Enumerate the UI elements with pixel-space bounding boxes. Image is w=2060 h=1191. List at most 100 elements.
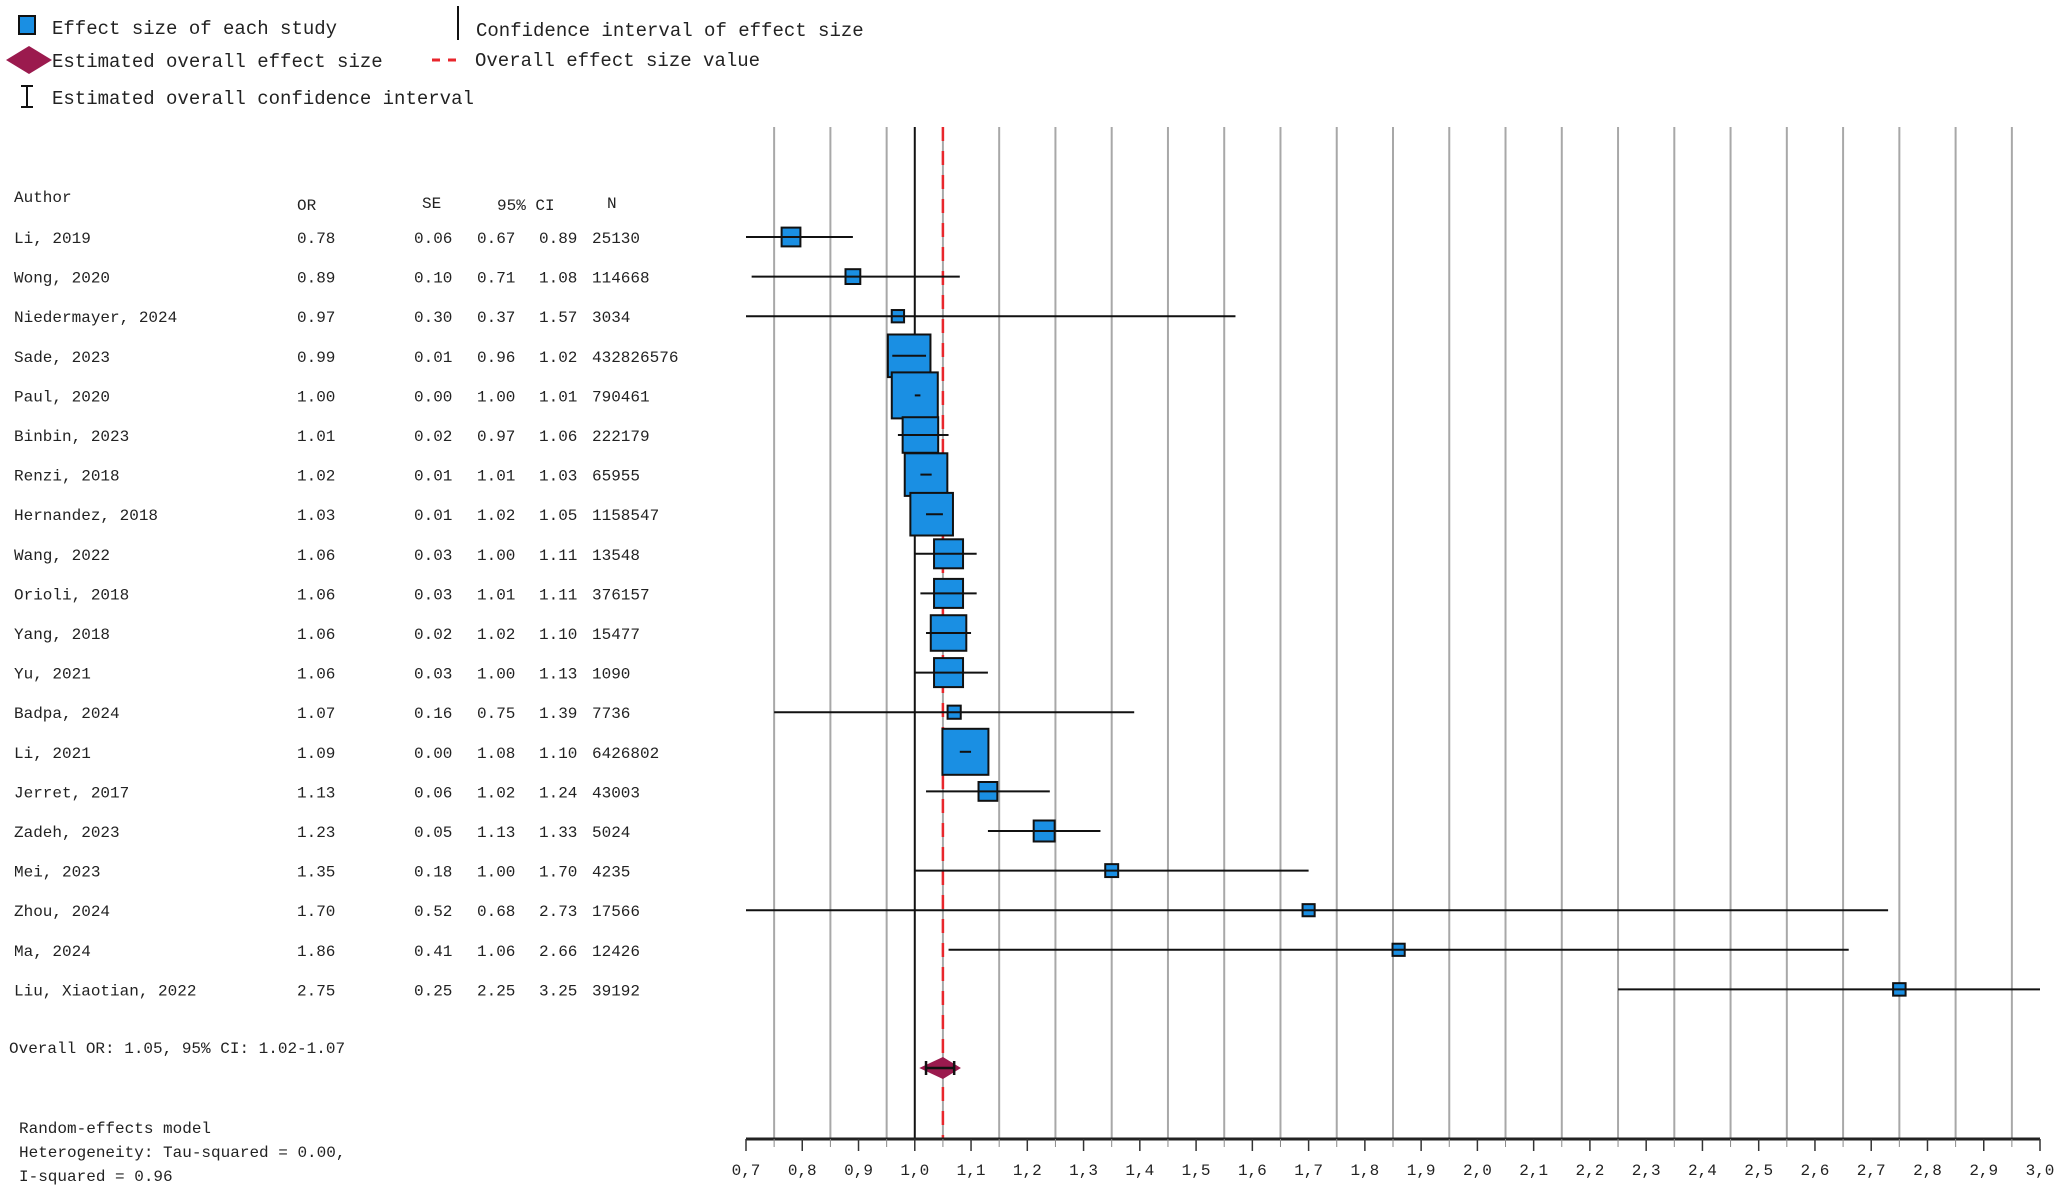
x-tick-label: 3,0 xyxy=(2026,1162,2055,1180)
study-author: Binbin, 2023 xyxy=(14,428,129,446)
study-ci-high: 1.39 xyxy=(539,705,577,723)
study-ci-high: 1.02 xyxy=(539,349,577,367)
study-author: Li, 2021 xyxy=(14,745,91,763)
legend: Effect size of each study Confidence int… xyxy=(6,6,864,110)
study-row: Binbin, 2023 1.01 0.02 0.97 1.06 222179 xyxy=(14,416,949,454)
study-or: 1.86 xyxy=(297,943,335,961)
study-or: 1.02 xyxy=(297,468,335,486)
study-se: 0.01 xyxy=(414,507,452,525)
study-n: 15477 xyxy=(592,626,640,644)
study-row: Badpa, 2024 1.07 0.16 0.75 1.39 7736 xyxy=(14,704,1135,723)
study-n: 6426802 xyxy=(592,745,659,763)
header-or: OR xyxy=(297,197,317,215)
study-ci-low: 0.37 xyxy=(477,309,515,327)
study-ci-high: 1.03 xyxy=(539,468,577,486)
study-n: 17566 xyxy=(592,903,640,921)
study-author: Zadeh, 2023 xyxy=(14,824,120,842)
study-ci-low: 1.13 xyxy=(477,824,515,842)
x-tick-label: 1,4 xyxy=(1125,1162,1154,1180)
study-row: Yang, 2018 1.06 0.02 1.02 1.10 15477 xyxy=(14,614,972,652)
study-author: Wang, 2022 xyxy=(14,547,110,565)
study-n: 1158547 xyxy=(592,507,659,525)
study-se: 0.00 xyxy=(414,388,452,406)
study-ci-low: 0.68 xyxy=(477,903,515,921)
study-author: Badpa, 2024 xyxy=(14,705,120,723)
x-tick-label: 1,9 xyxy=(1407,1162,1436,1180)
header-n: N xyxy=(607,195,617,213)
study-rows: Li, 2019 0.78 0.06 0.67 0.89 25130 Wong, 2020 0… xyxy=(14,226,2040,1000)
study-or: 2.75 xyxy=(297,982,335,1000)
study-n: 1090 xyxy=(592,666,630,684)
study-n: 3034 xyxy=(592,309,630,327)
legend-study-effect: Effect size of each study xyxy=(52,18,337,40)
study-author: Paul, 2020 xyxy=(14,388,110,406)
x-tick-label: 2,9 xyxy=(1969,1162,1998,1180)
study-author: Liu, Xiaotian, 2022 xyxy=(14,982,196,1000)
study-se: 0.03 xyxy=(414,547,452,565)
x-tick-label: 1,1 xyxy=(957,1162,986,1180)
study-ci-low: 1.00 xyxy=(477,864,515,882)
x-tick-label: 1,5 xyxy=(1182,1162,1211,1180)
study-ci-high: 1.13 xyxy=(539,666,577,684)
study-or: 0.97 xyxy=(297,309,335,327)
legend-overall-effect: Estimated overall effect size xyxy=(52,51,383,73)
study-or: 1.13 xyxy=(297,784,335,802)
study-or: 1.07 xyxy=(297,705,335,723)
study-se: 0.02 xyxy=(414,626,452,644)
x-tick-label: 2,7 xyxy=(1857,1162,1886,1180)
study-row: Niedermayer, 2024 0.97 0.30 0.37 1.57 3034 xyxy=(14,309,1236,327)
x-tick-label: 2,5 xyxy=(1744,1162,1773,1180)
x-tick-label: 0,7 xyxy=(732,1162,761,1180)
study-author: Li, 2019 xyxy=(14,230,91,248)
study-ci-high: 1.10 xyxy=(539,626,577,644)
study-or: 1.00 xyxy=(297,388,335,406)
study-row: Li, 2021 1.09 0.00 1.08 1.10 6426802 xyxy=(14,727,990,776)
study-row: Zhou, 2024 1.70 0.52 0.68 2.73 17566 xyxy=(14,903,1889,921)
study-n: 12426 xyxy=(592,943,640,961)
study-n: 222179 xyxy=(592,428,650,446)
x-tick-label: 2,0 xyxy=(1463,1162,1492,1180)
study-author: Yang, 2018 xyxy=(14,626,110,644)
study-row: Yu, 2021 1.06 0.03 1.00 1.13 1090 xyxy=(14,657,988,689)
study-ci-high: 1.01 xyxy=(539,388,577,406)
x-axis: 0,7 0,8 0,9 1,0 1,1 1,2 1,3 1,4 1,5 1,6 1,7 1,8 1,9 2… xyxy=(732,1137,2055,1180)
legend-overall-ci: Estimated overall confidence interval xyxy=(52,88,474,110)
study-n: 65955 xyxy=(592,468,640,486)
study-n: 790461 xyxy=(592,388,650,406)
study-row: Mei, 2023 1.35 0.18 1.00 1.70 4235 xyxy=(14,863,1309,882)
study-se: 0.02 xyxy=(414,428,452,446)
study-ci-high: 1.33 xyxy=(539,824,577,842)
study-or: 1.01 xyxy=(297,428,335,446)
study-se: 0.52 xyxy=(414,903,452,921)
study-n: 39192 xyxy=(592,982,640,1000)
heterogeneity-text: Heterogeneity: Tau-squared = 0.00, xyxy=(19,1144,345,1162)
x-tick-label: 2,8 xyxy=(1913,1162,1942,1180)
study-se: 0.10 xyxy=(414,270,452,288)
model-text: Random-effects model xyxy=(19,1120,211,1138)
study-ci-low: 0.67 xyxy=(477,230,515,248)
study-or: 1.70 xyxy=(297,903,335,921)
study-author: Niedermayer, 2024 xyxy=(14,309,177,327)
study-row: Hernandez, 2018 1.03 0.01 1.02 1.05 1158547 xyxy=(14,491,954,537)
i-squared-text: I-squared = 0.96 xyxy=(19,1168,173,1186)
study-author: Mei, 2023 xyxy=(14,864,100,882)
study-ci-low: 1.01 xyxy=(477,586,515,604)
study-row: Wang, 2022 1.06 0.03 1.00 1.11 13548 xyxy=(14,538,977,570)
x-tick-label: 2,1 xyxy=(1519,1162,1548,1180)
study-author: Orioli, 2018 xyxy=(14,586,129,604)
study-ci-high: 1.70 xyxy=(539,864,577,882)
study-ci-low: 1.02 xyxy=(477,626,515,644)
study-or: 1.03 xyxy=(297,507,335,525)
study-ci-high: 1.24 xyxy=(539,784,577,802)
study-row: Wong, 2020 0.89 0.10 0.71 1.08 114668 xyxy=(14,268,960,288)
study-ci-low: 1.08 xyxy=(477,745,515,763)
grid-lines xyxy=(773,127,2013,1139)
study-ci-low: 1.00 xyxy=(477,666,515,684)
study-row: Paul, 2020 1.00 0.00 1.00 1.01 790461 xyxy=(14,371,939,420)
study-se: 0.03 xyxy=(414,586,452,604)
study-n: 4235 xyxy=(592,864,630,882)
study-or: 0.89 xyxy=(297,270,335,288)
study-or: 1.06 xyxy=(297,586,335,604)
study-ci-low: 0.71 xyxy=(477,270,515,288)
